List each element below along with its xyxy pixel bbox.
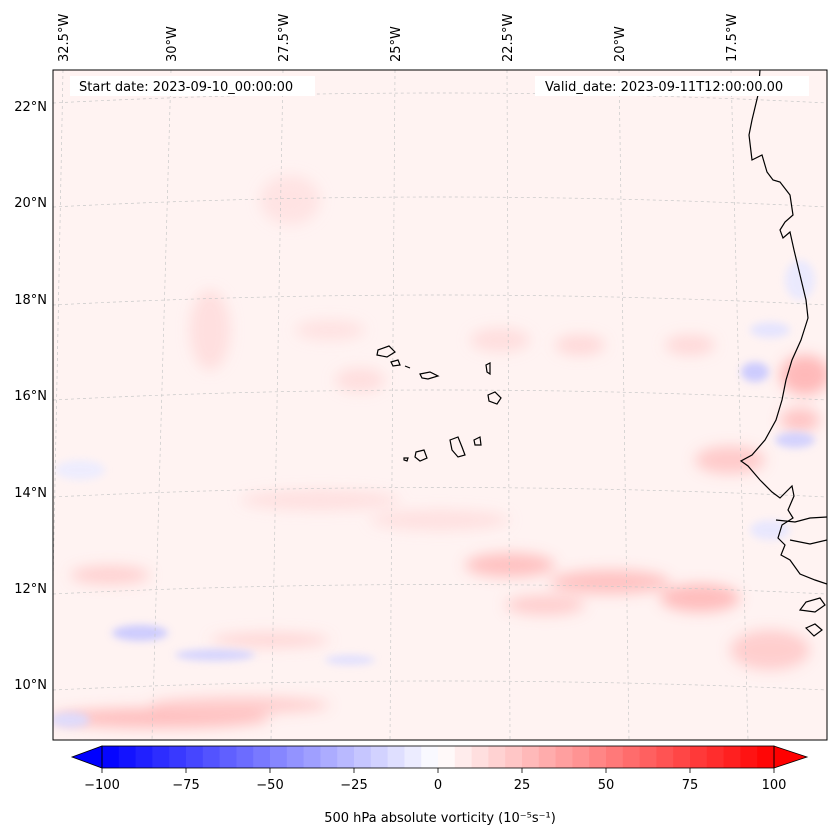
- colorbar-cell: [286, 746, 305, 768]
- graticule: [53, 70, 827, 740]
- lat-label: 16°N: [14, 389, 47, 404]
- colorbar-cell: [572, 746, 590, 768]
- colorbar-cell: [135, 746, 153, 768]
- map-background: [53, 70, 827, 740]
- colorbar-tick-label: 25: [514, 778, 531, 793]
- lat-label: 22°N: [14, 100, 47, 115]
- colorbar-cell: [454, 746, 473, 768]
- colorbar-cell: [488, 746, 506, 768]
- colorbar-tick-label: 50: [598, 778, 615, 793]
- colorbar-cell: [505, 746, 523, 768]
- lat-label: 18°N: [14, 293, 47, 308]
- vorticity-field: [53, 175, 827, 728]
- colorbar-cell: [673, 746, 691, 768]
- colorbar-cell: [186, 746, 204, 768]
- lon-label: 25°W: [389, 26, 404, 62]
- colorbar-cell: [337, 746, 355, 768]
- lon-label: 32.5°W: [57, 14, 72, 62]
- colorbar-extend-max: [773, 745, 809, 769]
- colorbar-title: 500 hPa absolute vorticity (10⁻⁵s⁻¹): [324, 811, 556, 826]
- valid-date-box: [535, 76, 809, 96]
- colorbar-cell: [169, 746, 187, 768]
- colorbar-cell: [522, 746, 540, 768]
- lon-label: 30°W: [165, 26, 180, 62]
- lon-label: 27.5°W: [277, 14, 292, 62]
- colorbar-cell: [270, 746, 288, 768]
- colorbar-cell: [471, 746, 489, 768]
- african-coastline: [739, 70, 827, 585]
- colorbar-cell: [757, 746, 775, 768]
- colorbar-cell: [202, 746, 221, 768]
- lat-label: 14°N: [14, 486, 47, 501]
- colorbar-cell: [690, 746, 708, 768]
- colorbar-tick-label: 75: [682, 778, 699, 793]
- colorbar-cell: [219, 746, 237, 768]
- lon-label: 20°W: [613, 26, 628, 62]
- colorbar: −100 −75 −50 −25 0 25 50 75 100 500 hPa absolute…: [70, 745, 809, 826]
- colorbar-cell: [606, 746, 624, 768]
- colorbar-cell: [354, 746, 372, 768]
- colorbar-cell: [622, 746, 641, 768]
- start-date-label: Start date: 2023-09-10_00:00:00: [79, 80, 293, 95]
- colorbar-tick-label: 0: [434, 778, 442, 793]
- colorbar-cell: [656, 746, 674, 768]
- latitude-labels: 22°N 20°N 18°N 16°N 14°N 12°N 10°N: [14, 100, 47, 693]
- colorbar-cell: [320, 746, 338, 768]
- colorbar-tick-label: −75: [172, 778, 199, 793]
- colorbar-cell: [404, 746, 422, 768]
- colorbar-cell: [723, 746, 741, 768]
- colorbar-cell: [102, 746, 120, 768]
- longitude-labels: 32.5°W 30°W 27.5°W 25°W 22.5°W 20°W 17.5…: [57, 14, 740, 62]
- colorbar-cell: [387, 746, 405, 768]
- colorbar-tick-label: −25: [340, 778, 367, 793]
- colorbar-cell: [589, 746, 607, 768]
- colorbar-cell: [706, 746, 725, 768]
- colorbar-ticks: −100 −75 −50 −25 0 25 50 75 100: [84, 768, 786, 793]
- colorbar-cell: [421, 746, 439, 768]
- colorbar-cell: [740, 746, 758, 768]
- cabo-verde-islands: [376, 345, 396, 358]
- colorbar-cell: [370, 746, 389, 768]
- lon-label: 22.5°W: [501, 14, 516, 62]
- colorbar-cell: [253, 746, 271, 768]
- map-frame: [52, 69, 828, 741]
- coastlines: [376, 70, 827, 637]
- lon-label: 17.5°W: [725, 14, 740, 62]
- colorbar-cell: [152, 746, 170, 768]
- colorbar-tick-label: −100: [84, 778, 120, 793]
- valid-date-label: Valid_date: 2023-09-11T12:00:00.00: [545, 80, 783, 95]
- colorbar-cell: [555, 746, 573, 768]
- colorbar-cell: [538, 746, 557, 768]
- colorbar-tick-label: −50: [256, 778, 283, 793]
- colorbar-extend-min: [70, 745, 103, 769]
- lat-label: 12°N: [14, 582, 47, 597]
- colorbar-cell: [639, 746, 657, 768]
- lat-label: 10°N: [14, 678, 47, 693]
- colorbar-cell: [118, 746, 137, 768]
- colorbar-cell: [303, 746, 321, 768]
- colorbar-cell: [236, 746, 254, 768]
- colorbar-cells: [102, 746, 775, 768]
- colorbar-tick-label: 100: [762, 778, 787, 793]
- colorbar-cell: [438, 746, 456, 768]
- start-date-box: [70, 76, 315, 96]
- lat-label: 20°N: [14, 196, 47, 211]
